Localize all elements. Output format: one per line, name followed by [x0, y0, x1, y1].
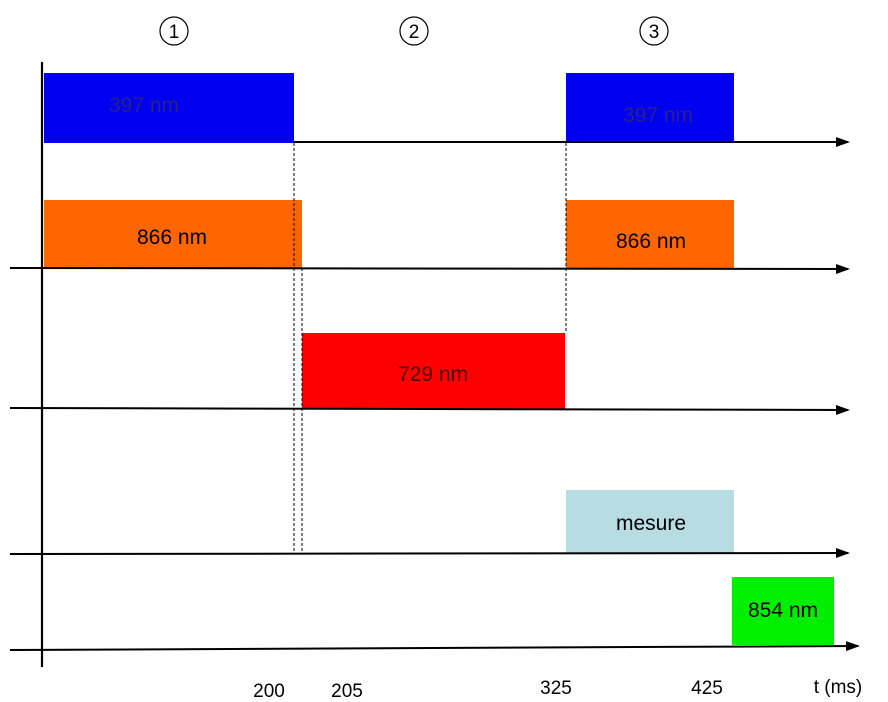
pulse-397nm-phase1-block	[44, 73, 294, 143]
phase-number-2: 2	[409, 22, 420, 43]
pulse-854nm-label: 854 nm	[748, 599, 818, 622]
measure-window-label: mesure	[616, 512, 686, 535]
phase-number-1: 1	[169, 22, 180, 43]
pulse-729nm-block	[302, 333, 565, 409]
phase-marker-1: 1	[159, 16, 189, 46]
phase-marker-2: 2	[399, 16, 429, 46]
pulse-866nm-phase3: 866 nm	[566, 200, 734, 268]
pulse-854nm: 854 nm	[732, 577, 834, 645]
pulse-866nm-phase3-block	[566, 200, 734, 268]
pulse-397nm-phase3: 397 nm	[566, 73, 734, 143]
phase-marker-3: 3	[639, 16, 669, 46]
time-tick-325: 325	[540, 678, 572, 699]
pulse-397nm-phase3-label: 397 nm	[623, 104, 693, 127]
time-axis-label: t (ms)	[814, 677, 863, 698]
channel-866nm-baseline	[9, 263, 850, 274]
channel-729nm-baseline	[9, 404, 850, 415]
phase-number-3: 3	[649, 22, 660, 43]
time-tick-205: 205	[331, 681, 363, 702]
measure-window-block	[566, 490, 734, 554]
time-tick-425: 425	[691, 678, 723, 699]
pulse-866nm-phase3-label: 866 nm	[616, 230, 686, 253]
pulse-866nm-phase1-label: 866 nm	[137, 226, 207, 249]
pulse-729nm-label: 729 nm	[398, 363, 468, 386]
pulse-397nm-phase1-label: 397 nm	[109, 94, 179, 117]
pulse-866nm-phase1: 866 nm	[44, 200, 302, 268]
pulse-397nm-phase3-block	[566, 73, 734, 143]
measure-window: mesure	[566, 490, 734, 554]
channel-measure-baseline	[9, 548, 850, 559]
channel-854nm-baseline	[9, 641, 860, 652]
pulse-854nm-block	[732, 577, 834, 645]
time-tick-200: 200	[253, 681, 285, 702]
pulse-866nm-phase1-block	[44, 200, 302, 268]
pulse-729nm: 729 nm	[302, 333, 565, 409]
pulse-397nm-phase1: 397 nm	[44, 73, 294, 143]
